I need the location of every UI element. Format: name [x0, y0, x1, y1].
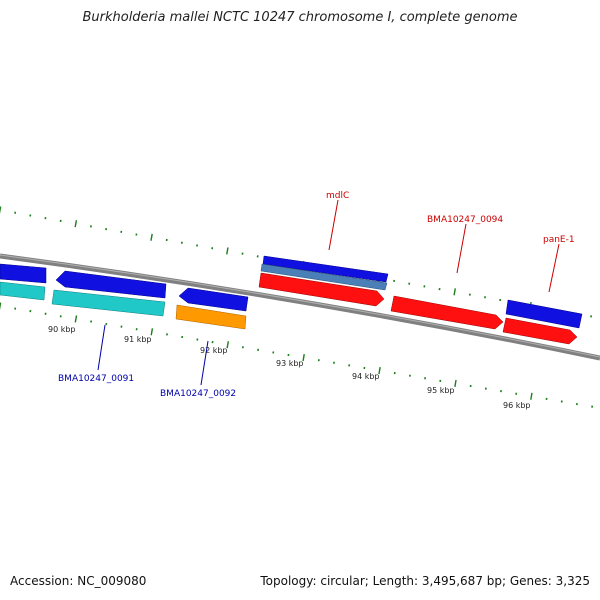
genome-backbone — [0, 253, 600, 361]
feature-red-bma0094 — [390, 295, 504, 330]
feature-red-pane1 — [502, 317, 578, 345]
genome-summary-text: Topology: circular; Length: 3,495,687 bp… — [260, 574, 590, 588]
inner-tick-major — [74, 315, 78, 323]
outer-tick-major — [0, 206, 2, 214]
genome-backbone-highlight — [0, 254, 600, 358]
scale-label-91: 91 kbp — [124, 335, 152, 344]
feature-blue-mdlc — [262, 255, 389, 283]
leader-bma0094 — [456, 223, 467, 274]
feature-orange-bma0092 — [175, 304, 247, 330]
scale-label-92: 92 kbp — [200, 346, 228, 355]
inner-tick-ring — [0, 302, 594, 408]
gene-label-bma0094: BMA10247_0094 — [427, 215, 503, 225]
accession-text: Accession: NC_009080 — [10, 574, 147, 588]
feature-blue-left-edge — [0, 263, 47, 284]
inner-tick-major — [530, 392, 533, 400]
inner-tick-major — [150, 328, 154, 336]
map-title: Burkholderia mallei NCTC 10247 chromosom… — [82, 10, 518, 25]
outer-tick-major — [453, 288, 457, 296]
inner-tick-major — [378, 366, 381, 375]
scale-label-95: 95 kbp — [427, 386, 455, 395]
feature-cyan-left-edge — [0, 281, 46, 301]
leader-pane1 — [548, 243, 560, 293]
feature-cyan-bma0091 — [51, 289, 166, 317]
inner-tick-major — [0, 302, 2, 310]
gene-label-bma0091: BMA10247_0091 — [58, 374, 134, 384]
scale-label-93: 93 kbp — [276, 359, 304, 368]
feature-red-mdlc — [258, 272, 385, 307]
inner-tick-major — [302, 354, 305, 362]
outer-tick-major — [226, 247, 229, 255]
inner-tick-major — [226, 341, 230, 349]
gene-label-bma0092: BMA10247_0092 — [160, 389, 236, 399]
outer-tick-major — [150, 233, 153, 241]
inner-tick-major — [454, 379, 457, 387]
leader-mdlc — [328, 199, 339, 251]
leader-bma0092 — [200, 340, 209, 386]
scale-label-90: 90 kbp — [48, 325, 76, 334]
scale-label-94: 94 kbp — [352, 372, 380, 381]
scale-label-96: 96 kbp — [503, 401, 531, 410]
feature-blue-pane1 — [505, 299, 583, 329]
gene-label-mdlc: mdlC — [326, 191, 349, 201]
gene-label-pane1: panE-1 — [543, 235, 575, 245]
outer-tick-major — [74, 220, 78, 228]
feature-blue-bma0091-upper — [55, 270, 167, 299]
leader-bma0091 — [97, 324, 106, 371]
feature-blue-bma0092 — [178, 287, 249, 312]
feature-steel-mdlc — [260, 263, 388, 291]
